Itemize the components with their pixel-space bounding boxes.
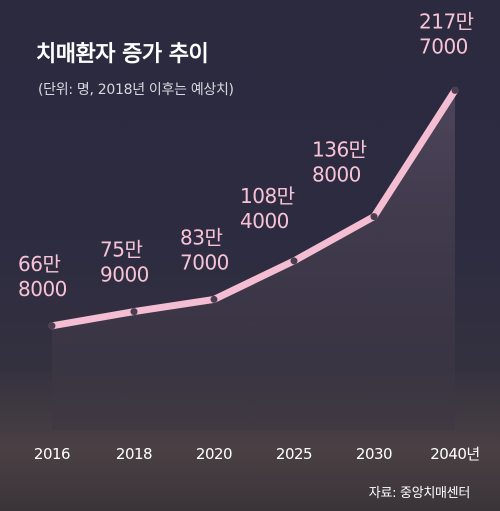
data-label-2018-line1: 75만	[100, 238, 142, 262]
data-label-2025-line1: 108만	[240, 184, 295, 208]
x-tick-2018: 2018	[116, 445, 152, 463]
chart-title: 치매환자 증가 추이	[36, 42, 209, 67]
x-tick-2040년: 2040년	[430, 445, 479, 463]
area-fill	[52, 90, 455, 430]
data-label-2018-line2: 9000	[100, 263, 149, 287]
data-label-2016-line2: 8000	[18, 277, 67, 301]
series-line	[48, 86, 459, 330]
data-label-2040년-line1: 217만	[419, 9, 474, 33]
data-label-2020-line1: 83만	[180, 225, 222, 249]
data-label-2030-line2: 8000	[312, 163, 361, 187]
data-label-2030-line1: 136만	[312, 138, 367, 162]
data-point-2025	[290, 257, 298, 265]
data-label-2040년-line2: 7000	[419, 34, 468, 58]
data-point-2020	[210, 295, 218, 303]
data-label-2020-line2: 7000	[180, 250, 229, 274]
data-point-2030	[370, 213, 378, 221]
data-label-2016-line1: 66만	[18, 252, 60, 276]
data-point-2018	[130, 308, 138, 316]
data-label-2025-line2: 4000	[240, 209, 289, 233]
x-tick-2030: 2030	[356, 445, 392, 463]
x-tick-2020: 2020	[196, 445, 232, 463]
x-tick-2025: 2025	[276, 445, 312, 463]
chart-subtitle: (단위: 명, 2018년 이후는 예상치)	[38, 82, 234, 98]
data-point-2016	[48, 322, 56, 330]
data-point-2040년	[451, 86, 459, 94]
source-note: 자료: 중앙치매센터	[368, 486, 471, 501]
x-tick-2016: 2016	[34, 445, 70, 463]
